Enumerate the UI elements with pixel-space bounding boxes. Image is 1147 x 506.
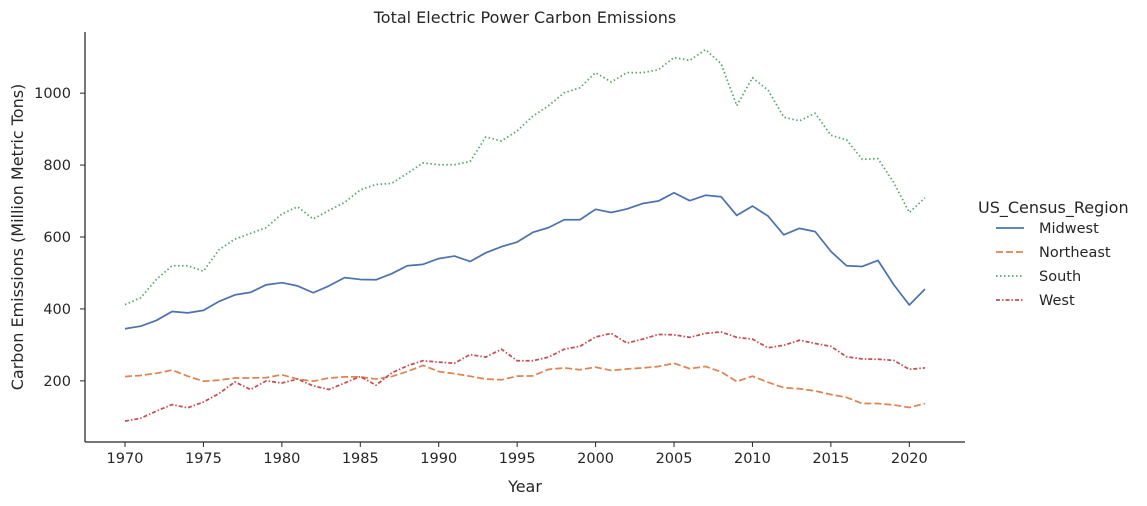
chart-title: Total Electric Power Carbon Emissions — [373, 8, 677, 27]
series-line-south — [124, 48, 926, 306]
x-tick-label: 1995 — [499, 451, 536, 467]
legend-label-west: West — [1039, 293, 1075, 309]
x-tick-label: 2005 — [656, 451, 693, 467]
legend-title: US_Census_Region — [978, 198, 1129, 218]
x-tick-label: 1970 — [107, 451, 144, 467]
x-tick-label: 1985 — [342, 451, 379, 467]
y-tick-label: 1000 — [34, 86, 71, 102]
y-tick-label: 800 — [43, 158, 71, 174]
legend: US_Census_Region Midwest Northeast South We… — [978, 198, 1129, 309]
series-line-midwest — [124, 191, 926, 330]
x-tick-label: 1975 — [185, 451, 222, 467]
y-axis-title: Carbon Emissions (Million Metric Tons) — [8, 84, 27, 391]
legend-label-midwest: Midwest — [1039, 221, 1099, 237]
x-tick-label: 1980 — [263, 451, 300, 467]
x-tick-label: 2015 — [812, 451, 849, 467]
series-layer — [124, 48, 926, 423]
legend-label-south: South — [1039, 269, 1081, 285]
y-tick-labels: 200 400 600 800 1000 — [34, 86, 85, 390]
x-tick-label: 2010 — [734, 451, 771, 467]
x-tick-label: 2020 — [891, 451, 928, 467]
legend-items: Midwest Northeast South West — [996, 221, 1111, 309]
legend-label-northeast: Northeast — [1039, 245, 1111, 261]
y-tick-label: 200 — [43, 374, 71, 390]
x-tick-labels: 1970 1975 1980 1985 1990 1995 2000 2005 2010 2015… — [107, 442, 928, 467]
x-axis-title: Year — [507, 477, 542, 496]
y-tick-label: 600 — [43, 230, 71, 246]
x-tick-label: 2000 — [577, 451, 614, 467]
series-line-northeast — [124, 362, 926, 409]
series-line-west — [124, 331, 926, 423]
y-tick-label: 400 — [43, 302, 71, 318]
x-tick-label: 1990 — [420, 451, 457, 467]
